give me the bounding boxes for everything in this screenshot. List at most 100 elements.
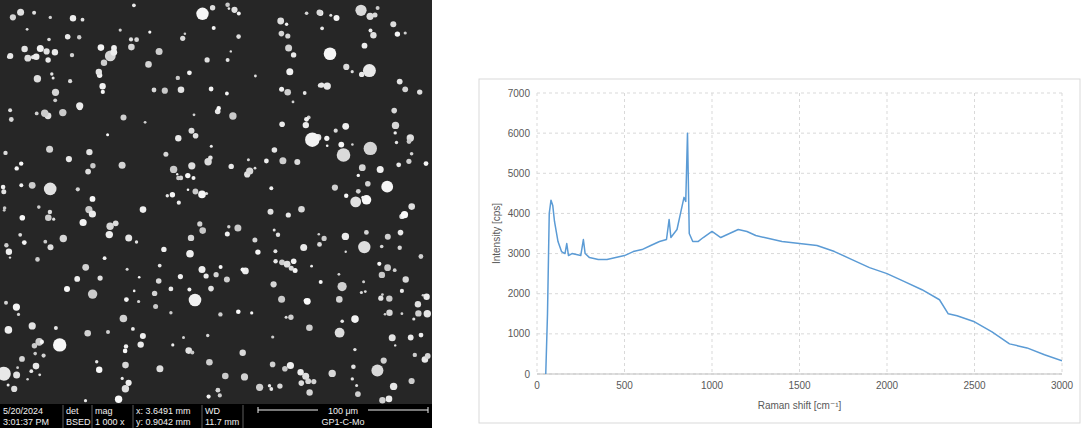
particle bbox=[156, 278, 162, 284]
particle bbox=[355, 384, 358, 387]
particle bbox=[284, 89, 291, 96]
particle bbox=[64, 286, 70, 292]
particle bbox=[393, 268, 397, 272]
particle bbox=[306, 325, 313, 332]
particle bbox=[231, 7, 237, 13]
particle bbox=[334, 15, 340, 21]
x-tick-label: 0 bbox=[534, 380, 540, 391]
particle bbox=[144, 121, 147, 124]
particle bbox=[390, 21, 396, 27]
particle bbox=[362, 280, 365, 283]
particle bbox=[3, 151, 7, 155]
grid-line-x bbox=[887, 93, 888, 374]
particle bbox=[252, 237, 257, 242]
particle bbox=[363, 64, 376, 77]
particle bbox=[4, 301, 8, 305]
particle bbox=[207, 395, 211, 399]
grid-line-x bbox=[537, 93, 538, 374]
particle bbox=[412, 317, 415, 320]
particle bbox=[52, 89, 59, 96]
particle bbox=[305, 12, 309, 16]
particle bbox=[401, 211, 408, 218]
particle bbox=[129, 37, 133, 41]
particle bbox=[95, 360, 98, 363]
particle bbox=[402, 86, 408, 92]
particle bbox=[210, 5, 215, 10]
info-separator bbox=[133, 405, 134, 428]
x-tick-label: 1500 bbox=[788, 380, 811, 391]
particle bbox=[204, 158, 211, 165]
particle bbox=[37, 45, 44, 52]
particle bbox=[86, 149, 92, 155]
particle bbox=[286, 212, 291, 217]
particle bbox=[409, 378, 415, 384]
particle bbox=[224, 277, 230, 283]
particle bbox=[318, 233, 321, 236]
particle bbox=[335, 328, 345, 338]
particle bbox=[398, 230, 404, 236]
particle bbox=[279, 31, 285, 37]
particle bbox=[26, 378, 29, 381]
particle bbox=[106, 223, 113, 230]
particle bbox=[206, 334, 209, 337]
info-text: BSED bbox=[66, 417, 91, 427]
particle bbox=[120, 315, 128, 323]
particle bbox=[37, 205, 41, 209]
particle bbox=[178, 87, 185, 94]
particle bbox=[287, 362, 294, 369]
particle bbox=[273, 259, 277, 263]
particle bbox=[396, 162, 401, 167]
particle bbox=[408, 335, 414, 341]
particle bbox=[218, 393, 222, 397]
particle bbox=[24, 55, 31, 62]
particle bbox=[163, 152, 168, 157]
particle bbox=[122, 362, 129, 369]
y-tick-label: 6000 bbox=[508, 128, 531, 139]
particle bbox=[22, 240, 27, 245]
particle bbox=[273, 249, 277, 253]
particle bbox=[208, 286, 214, 292]
particle bbox=[227, 225, 230, 228]
particle bbox=[390, 383, 397, 390]
particle bbox=[373, 13, 378, 18]
particle bbox=[291, 52, 296, 57]
particle bbox=[42, 354, 46, 358]
particle bbox=[271, 335, 274, 338]
particle bbox=[320, 26, 324, 30]
particle bbox=[351, 365, 356, 370]
particle bbox=[240, 350, 246, 356]
chart: 0100020003000400050006000700005001000150… bbox=[479, 79, 1080, 423]
particle bbox=[17, 9, 24, 16]
particle bbox=[353, 348, 356, 351]
particle bbox=[81, 18, 85, 22]
particle bbox=[122, 385, 129, 392]
particle bbox=[277, 383, 282, 388]
info-separator bbox=[63, 405, 64, 428]
particle bbox=[4, 243, 8, 247]
particle bbox=[364, 142, 377, 155]
particle bbox=[351, 377, 354, 380]
particle bbox=[250, 311, 253, 314]
particle bbox=[424, 310, 431, 317]
particle bbox=[247, 158, 250, 161]
particle bbox=[322, 236, 327, 241]
particle bbox=[225, 232, 230, 237]
particle bbox=[385, 234, 391, 240]
particle bbox=[204, 273, 209, 278]
particle bbox=[415, 301, 421, 307]
particle bbox=[288, 315, 293, 320]
particle bbox=[169, 311, 172, 314]
particle bbox=[394, 131, 397, 134]
particle bbox=[65, 34, 70, 39]
particle bbox=[218, 312, 222, 316]
particle bbox=[18, 233, 22, 237]
particle bbox=[256, 384, 263, 391]
particle bbox=[271, 282, 276, 287]
particle bbox=[343, 64, 349, 70]
particle bbox=[193, 113, 196, 116]
particle bbox=[350, 197, 361, 208]
particle bbox=[101, 90, 105, 94]
grid-line-y bbox=[537, 133, 1062, 134]
particle bbox=[268, 384, 271, 387]
particle bbox=[377, 262, 381, 266]
